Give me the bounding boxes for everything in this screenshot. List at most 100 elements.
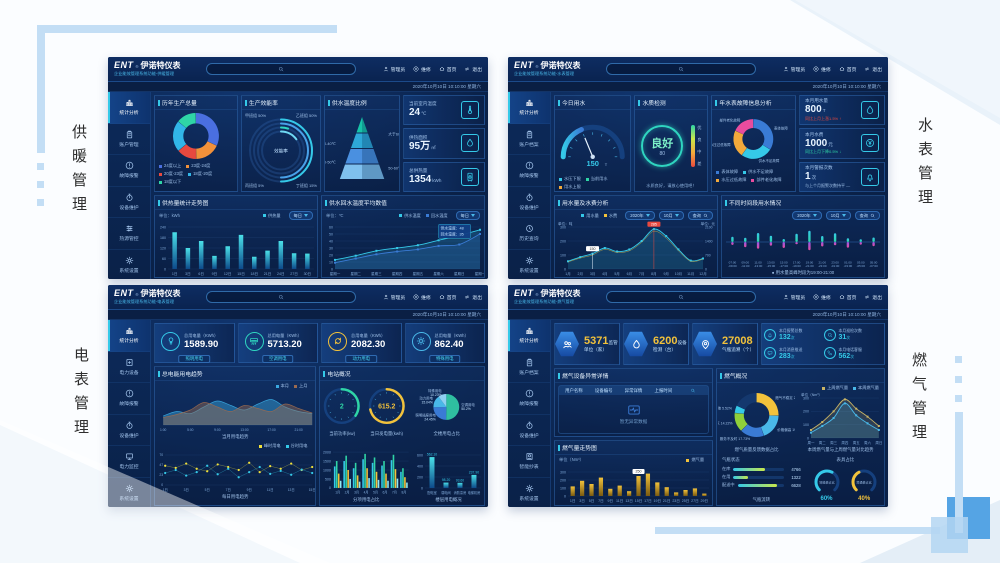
stat-card: 本月水费 1000元 同比上月下降0.5% ↓ — [799, 128, 885, 159]
sidebar-item[interactable]: 电力监控 — [108, 446, 150, 478]
search-input[interactable] — [206, 291, 356, 303]
left-column: 燃气设备异常详情 用户名称 设备编号 异常详情 上报时间 暂无异常数据 燃气量走势图 单位（N… — [554, 368, 714, 506]
nav-exit[interactable]: 退出 — [464, 66, 482, 73]
svg-text:23:00: 23:00 — [831, 261, 839, 265]
filter-select[interactable]: 10月 — [658, 211, 684, 220]
search-icon — [678, 66, 684, 72]
legend-item: 供热量 — [263, 213, 281, 219]
clipboard-icon — [525, 130, 534, 139]
query-button[interactable]: 查询 — [687, 211, 713, 220]
filter-select[interactable]: 2020年 — [792, 211, 822, 220]
panel-title: 用水量及水费分析 — [555, 196, 717, 210]
svg-text:60: 60 — [329, 225, 333, 229]
legend-label: 用水上限 — [564, 184, 581, 189]
svg-text:5月: 5月 — [373, 491, 378, 495]
sidebar-item[interactable]: 统计分析 — [508, 320, 550, 352]
brand-row: ENT ® 伊诺特仪表 — [114, 60, 200, 71]
brand-name: 伊诺特仪表 — [540, 61, 581, 71]
legend-swatch — [188, 172, 192, 176]
row-cards: 5371监管单位（家） 6200设备检测（台） 27008气瓶追溯（个） 本月报警总数… — [554, 323, 885, 365]
table-search-icon[interactable] — [678, 388, 708, 393]
legend-item: 供水温度 — [399, 213, 421, 219]
sidebar-item[interactable]: 账户档案 — [508, 352, 550, 383]
nav-badge[interactable]: 维修 — [813, 66, 831, 73]
sidebar-item[interactable]: 系统设置 — [108, 478, 150, 508]
stat-column: 本月用水量 800T 同比上月上涨1.5% ↑ 本月水费 1000元 同比上月下降0.5%… — [799, 95, 885, 192]
sidebar-item[interactable]: 智能抄表 — [508, 446, 550, 478]
nav-user[interactable]: 管理员 — [783, 294, 805, 301]
search-input[interactable] — [606, 63, 756, 75]
sidebar-item[interactable]: 故障报警 — [108, 155, 150, 187]
sidebar-item[interactable]: 统计分析 — [108, 320, 150, 352]
chart-caption: 楼层用电概况 — [435, 497, 462, 502]
stat-card: 本月用水量 800T 同比上月上涨1.5% ↑ — [799, 95, 885, 126]
sidebar-item[interactable]: 设备维护 — [508, 415, 550, 446]
meter-icon — [525, 452, 534, 461]
arc-gauge: 普通表占比 40% — [848, 466, 880, 502]
nav-badge[interactable]: 维修 — [413, 294, 431, 301]
bell-icon — [865, 172, 875, 182]
stat-unit: kWh — [432, 178, 442, 184]
nav-badge[interactable]: 维修 — [813, 294, 831, 301]
sidebar-item[interactable]: 账户管理 — [108, 124, 150, 155]
alert-icon — [525, 161, 534, 170]
nav-user[interactable]: 管理员 — [783, 66, 805, 73]
sidebar-item[interactable]: 设备维护 — [108, 187, 150, 218]
brand-row: ENT ® 伊诺特仪表 — [514, 60, 600, 71]
message-icon-box — [764, 347, 776, 360]
sidebar-item[interactable]: 故障报警 — [508, 155, 550, 187]
filter-select[interactable]: 10月 — [825, 211, 851, 220]
search-input[interactable] — [206, 63, 356, 75]
sidebar-item[interactable]: 故障报警 — [108, 383, 150, 415]
svg-text:5:00: 5:00 — [187, 428, 194, 432]
nav-user[interactable]: 管理员 — [383, 294, 405, 301]
unit-label: 单位：℃ — [326, 212, 344, 218]
sidebar-item[interactable]: 系统设置 — [508, 478, 550, 508]
sidebar-item[interactable]: 设备维护 — [108, 415, 150, 446]
svg-text:27日: 27日 — [290, 272, 298, 276]
query-button[interactable]: 查询 — [854, 211, 880, 220]
svg-text:24.45%: 24.45% — [425, 418, 436, 422]
sidebar-item[interactable]: 历史查询 — [508, 218, 550, 250]
sidebar-item[interactable]: 电力设备 — [108, 352, 150, 383]
sidebar-item[interactable]: 故障报警 — [508, 383, 550, 415]
nav-badge[interactable]: 维修 — [413, 66, 431, 73]
sidebar-item[interactable]: 账户档案 — [508, 124, 550, 155]
sidebar-item[interactable]: 系统设置 — [108, 250, 150, 280]
dashboard-header: ENT ® 伊诺特仪表 企业能效管理系统功能-供暖管理 管理员 维修 首页 退出 — [108, 57, 488, 82]
nav-exit[interactable]: 退出 — [864, 66, 882, 73]
bar-label: 在用 — [722, 474, 731, 479]
sidebar-item[interactable]: 设备维护 — [508, 187, 550, 218]
nav-home[interactable]: 首页 — [439, 66, 456, 73]
nav-exit[interactable]: 退出 — [864, 294, 882, 301]
panel-energy-trend: 总电能用电趋势 本月 上月 1:00 5:00 9:00 13:00 17:00 21:00 当月… — [154, 366, 317, 506]
interval-select[interactable]: 每日 — [288, 211, 313, 220]
stat-note: 同比上月下降0.5% ↓ — [805, 149, 842, 155]
search-input[interactable] — [606, 291, 756, 303]
flame-icon-box — [624, 331, 648, 357]
nav-home[interactable]: 首页 — [439, 294, 456, 301]
stat-title: 当前室内温度 — [409, 101, 437, 107]
legend: 本月 上月 — [272, 382, 312, 390]
legend-label: 水压下限 — [564, 176, 581, 181]
nav-exit[interactable]: 退出 — [464, 294, 482, 301]
sidebar-item[interactable]: 统计分析 — [108, 92, 150, 124]
panel-body: 150 T 水压下限 当前用水 用水上限 — [555, 110, 630, 191]
svg-text:50.2%: 50.2% — [462, 407, 472, 411]
bulb-icon — [166, 336, 176, 346]
nav-user[interactable]: 管理员 — [383, 66, 405, 73]
brand-row: ENT ® 伊诺特仪表 — [514, 288, 600, 299]
brand-name: 伊诺特仪表 — [140, 61, 181, 71]
nav-home[interactable]: 首页 — [839, 66, 856, 73]
nav-home[interactable]: 首页 — [839, 294, 856, 301]
gear-icon — [125, 256, 134, 265]
chart: 150 T — [555, 110, 630, 175]
sidebar-item[interactable]: 统计分析 — [508, 92, 550, 124]
interval-select[interactable]: 每日 — [455, 211, 480, 220]
sidebar-item[interactable]: 系统设置 — [508, 250, 550, 280]
filter-select[interactable]: 2020年 — [625, 211, 655, 220]
legend-label: 谷时用电 — [290, 443, 308, 448]
svg-text:1400: 1400 — [705, 239, 713, 243]
dashboard-heating: ENT ® 伊诺特仪表 企业能效管理系统功能-供暖管理 管理员 维修 首页 退出 2020年10… — [108, 57, 488, 279]
sidebar-item[interactable]: 热源管控 — [108, 218, 150, 250]
